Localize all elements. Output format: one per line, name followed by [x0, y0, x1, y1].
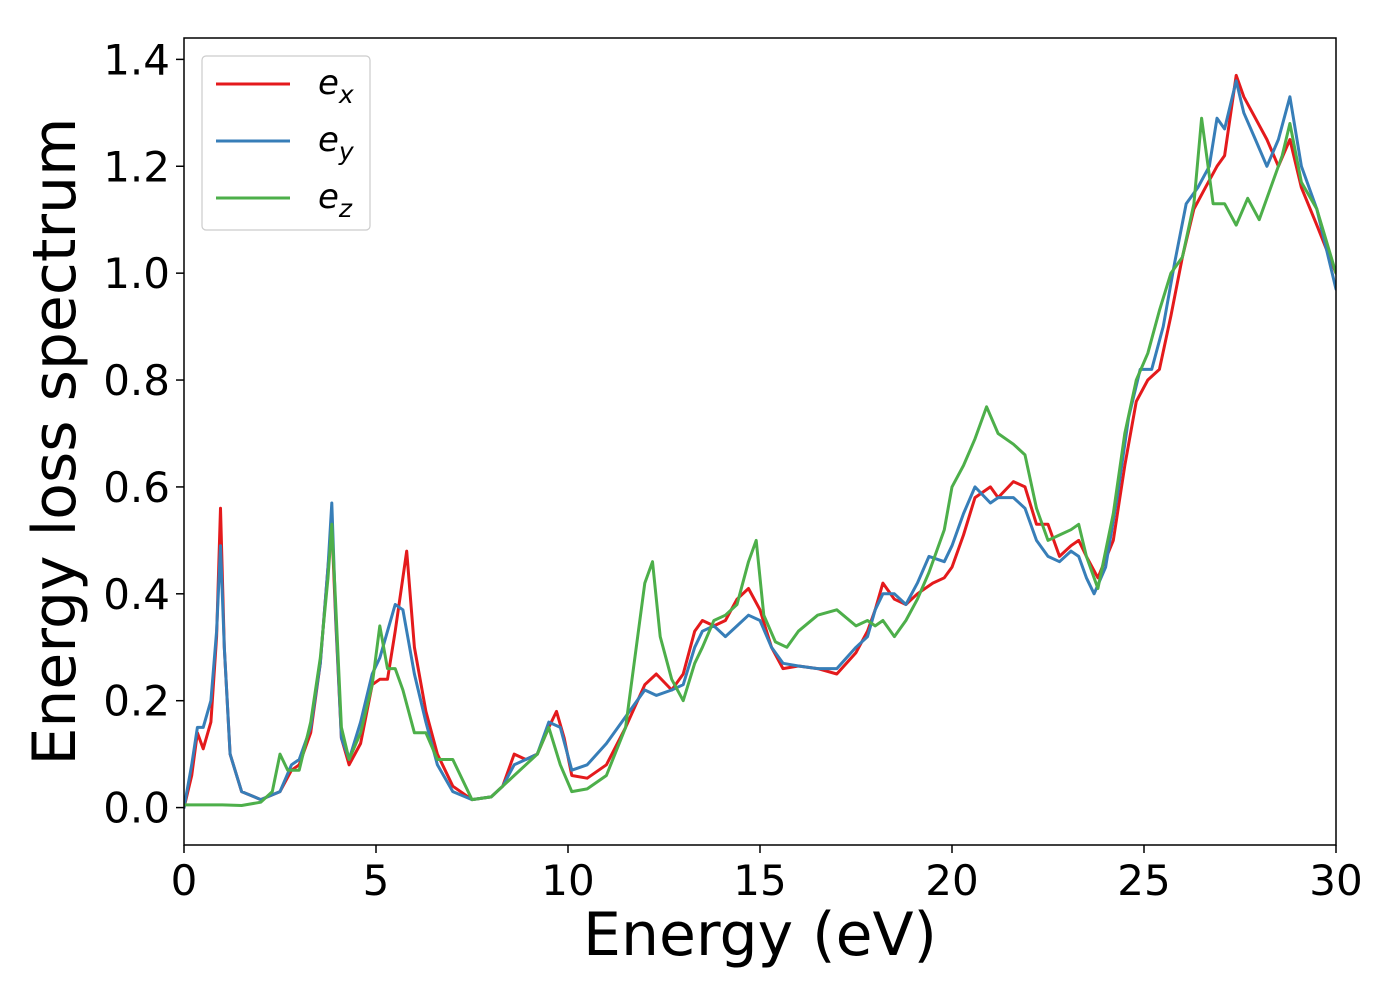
x-axis-ticks: 0 5 10 15 20 25 30 — [171, 845, 1363, 905]
series-layer — [184, 73, 1336, 810]
x-tick-label: 15 — [733, 856, 786, 905]
y-tick-label: 0.6 — [103, 463, 170, 512]
y-tick-label: 0.4 — [103, 570, 170, 619]
y-tick-label: 0.0 — [103, 784, 170, 833]
y-axis-ticks: 0.0 0.2 0.4 0.6 0.8 1.0 1.2 1.4 — [103, 35, 184, 833]
legend-label-ex: ex — [318, 63, 354, 109]
series-line-ez — [184, 116, 1336, 807]
legend-items: ex ey ez — [216, 63, 355, 223]
y-tick-label: 1.0 — [103, 249, 170, 298]
legend: ex ey ez — [201, 55, 371, 231]
x-axis-title: Energy (eV) — [583, 900, 937, 970]
legend-label-ez: ez — [318, 177, 353, 223]
x-tick-label: 25 — [1117, 856, 1170, 905]
x-tick-label: 5 — [363, 856, 390, 905]
y-tick-label: 1.4 — [103, 35, 170, 84]
legend-box — [201, 55, 371, 231]
y-tick-label: 0.8 — [103, 356, 170, 405]
y-tick-label: 0.2 — [103, 677, 170, 726]
y-tick-label: 1.2 — [103, 142, 170, 191]
x-tick-label: 30 — [1309, 856, 1362, 905]
legend-label-ey: ey — [318, 120, 355, 166]
x-tick-label: 0 — [171, 856, 198, 905]
x-tick-label: 10 — [541, 856, 594, 905]
y-axis-title: Energy loss spectrum — [20, 117, 90, 765]
x-tick-label: 20 — [925, 856, 978, 905]
